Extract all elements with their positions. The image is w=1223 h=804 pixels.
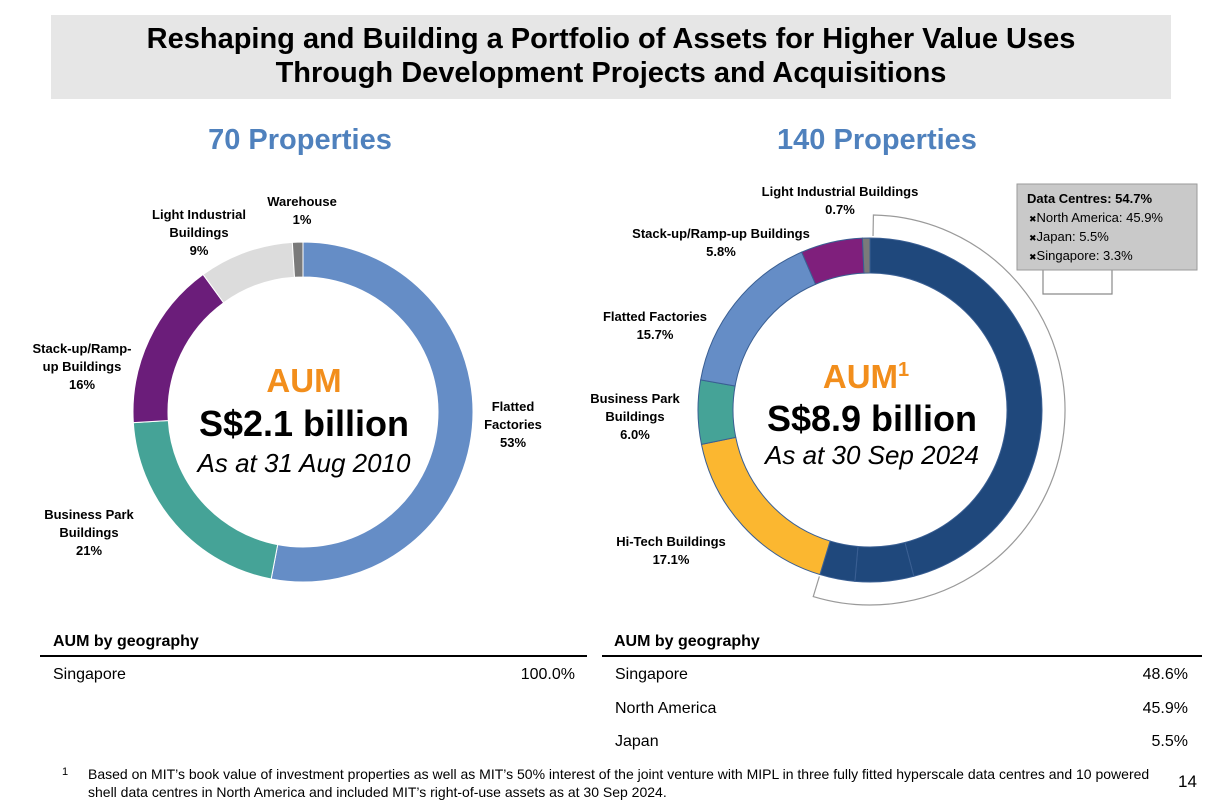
left-label-warehouse: Warehouse: [267, 194, 337, 209]
right-label-stackup: Stack-up/Ramp-up Buildings: [632, 226, 810, 241]
right-center-date: As at 30 Sep 2024: [763, 440, 979, 470]
left-label-flatted-1: Flatted: [492, 399, 535, 414]
left-pct-warehouse: 1%: [293, 212, 312, 227]
right-slice-business-park-buildings: [697, 379, 737, 445]
data-centres-bracket: [812, 214, 1066, 606]
left-label-flatted-2: Factories: [484, 417, 542, 432]
left-label-stackup-2: up Buildings: [43, 359, 122, 374]
left-geo-row-value: 100.0%: [520, 666, 575, 683]
right-geo-row-value-2: 45.9%: [1142, 700, 1188, 717]
right-geo-row-name-2: North America: [615, 700, 717, 717]
page-number: 14: [1178, 772, 1197, 791]
left-properties-heading: 70 Properties: [208, 124, 392, 156]
left-label-light-industrial-1: Light Industrial: [152, 207, 246, 222]
right-geo-row-value-1: 48.6%: [1142, 666, 1188, 683]
right-label-flatted: Flatted Factories: [603, 309, 707, 324]
left-slice-warehouse: [291, 241, 304, 278]
left-slice-light-industrial-buildings: [202, 241, 296, 304]
left-slice-business-park-buildings: [132, 419, 279, 580]
left-label-business-park-2: Buildings: [59, 525, 118, 540]
right-slice-light-industrial-buildings: [861, 237, 871, 274]
right-pct-hitech: 17.1%: [653, 552, 690, 567]
right-label-light-industrial: Light Industrial Buildings: [762, 184, 919, 199]
right-pct-flatted: 15.7%: [637, 327, 674, 342]
right-pct-light-industrial: 0.7%: [825, 202, 855, 217]
left-geo-row-name: Singapore: [53, 666, 126, 683]
right-geo-row-name-3: Japan: [615, 733, 659, 750]
left-label-business-park-1: Business Park: [44, 507, 134, 522]
right-geo-row-name-1: Singapore: [615, 666, 688, 683]
right-geo-rule: [602, 655, 1202, 657]
slide-title-line-1: Reshaping and Building a Portfolio of As…: [146, 23, 1076, 55]
right-center-aum: AUM1: [823, 358, 909, 395]
right-pct-business-park: 6.0%: [620, 427, 650, 442]
left-slice-stack-up-ramp-up-buildings: [132, 273, 225, 424]
right-slice-japan: [854, 541, 915, 583]
left-pct-flatted: 53%: [500, 435, 526, 450]
left-center-date: As at 31 Aug 2010: [196, 448, 412, 478]
left-center-aum: AUM: [266, 362, 341, 399]
left-geo-rule: [40, 655, 587, 657]
callout-title: Data Centres: 54.7%: [1027, 191, 1152, 206]
right-slice-north-america: [869, 237, 1043, 577]
left-pct-stackup: 16%: [69, 377, 95, 392]
callout-item-japan: ✖Japan: 5.5%: [1029, 229, 1109, 244]
left-slice-flatted-factories: [270, 241, 474, 583]
right-geo-header: AUM by geography: [614, 633, 760, 650]
right-slice-flatted-factories: [700, 251, 817, 387]
left-label-stackup-1: Stack-up/Ramp-: [33, 341, 132, 356]
right-center-value: S$8.9 billion: [767, 398, 977, 439]
right-label-business-park-2: Buildings: [605, 409, 664, 424]
left-pct-business-park: 21%: [76, 543, 102, 558]
left-label-light-industrial-2: Buildings: [169, 225, 228, 240]
left-pct-light-industrial: 9%: [190, 243, 209, 258]
left-center-value: S$2.1 billion: [199, 403, 409, 444]
left-donut: [132, 241, 474, 583]
callout-item-singapore: ✖Singapore: 3.3%: [1029, 248, 1133, 263]
callout-connector: [1042, 270, 1113, 295]
donut-charts: Warehouse 1% Light Industrial Buildings …: [33, 183, 1198, 606]
data-centres-callout: Data Centres: 54.7% ✖North America: 45.9…: [1016, 183, 1198, 271]
slide-title-band: Reshaping and Building a Portfolio of As…: [51, 15, 1171, 99]
right-label-hitech: Hi-Tech Buildings: [616, 534, 726, 549]
right-pct-stackup: 5.8%: [706, 244, 736, 259]
right-geo-row-value-3: 5.5%: [1151, 733, 1188, 750]
right-properties-heading: 140 Properties: [777, 124, 977, 156]
left-geo-header: AUM by geography: [53, 633, 199, 650]
slide-title-line-2: Through Development Projects and Acquisi…: [275, 57, 947, 89]
callout-item-north-america: ✖North America: 45.9%: [1029, 210, 1163, 225]
footnote-text: Based on MIT’s book value of investment …: [88, 766, 1150, 800]
right-donut: [697, 237, 1043, 583]
footnote-mark: 1: [62, 766, 69, 778]
right-label-business-park-1: Business Park: [590, 391, 680, 406]
